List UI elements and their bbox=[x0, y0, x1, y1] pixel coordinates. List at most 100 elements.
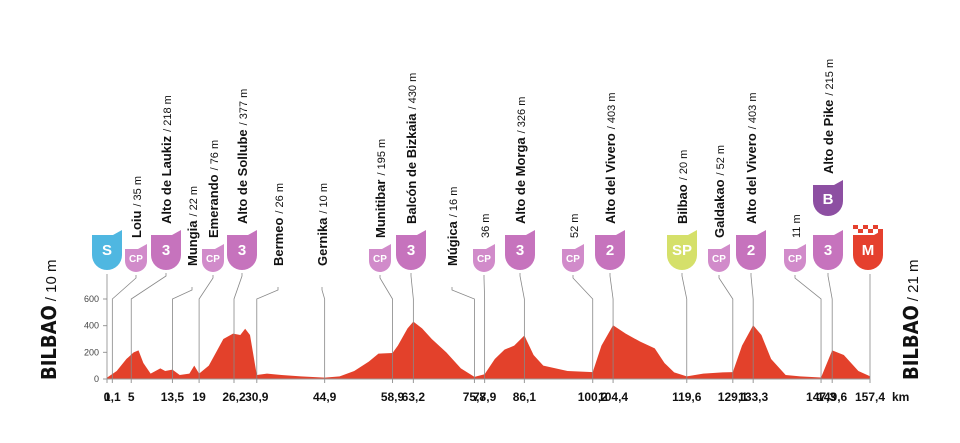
x-tick-label: 5 bbox=[128, 390, 135, 404]
milestone-label: Bilbao / 20 m bbox=[675, 150, 690, 224]
leader-line bbox=[681, 273, 688, 379]
bonus-text: B bbox=[823, 191, 834, 208]
icon-text: CP bbox=[206, 254, 220, 265]
leader-line bbox=[519, 273, 525, 379]
milestone-label: Alto del Vivero / 403 m bbox=[744, 93, 759, 224]
x-tick-label: 30,9 bbox=[245, 390, 269, 404]
x-tick-label: 129,1 bbox=[718, 390, 748, 404]
checker bbox=[858, 229, 863, 233]
milestone-name: Alto de Sollube bbox=[235, 129, 250, 224]
x-tick-label: 19 bbox=[192, 390, 206, 404]
milestone-name: Loiu bbox=[129, 211, 144, 238]
milestone-alt: / 215 m bbox=[824, 59, 836, 96]
icon-text: 3 bbox=[238, 242, 246, 259]
milestone-label: 11 m bbox=[791, 214, 803, 238]
milestone-label: Alto de Sollube / 377 m bbox=[235, 89, 250, 224]
milestone-alt: / 20 m bbox=[678, 150, 690, 181]
icon-text: 2 bbox=[747, 242, 755, 259]
icon-3 bbox=[505, 230, 535, 270]
checker bbox=[868, 229, 873, 233]
icon-cp bbox=[125, 244, 147, 272]
x-tick-label: 63,2 bbox=[402, 390, 426, 404]
icon-cp bbox=[369, 244, 391, 272]
icon-text: 3 bbox=[516, 242, 524, 259]
icon-s bbox=[92, 230, 122, 270]
x-tick-label: 1,1 bbox=[104, 390, 121, 404]
milestone-alt: 36 m bbox=[480, 214, 492, 238]
milestone-label: 36 m bbox=[480, 214, 492, 238]
leader-line bbox=[379, 275, 393, 379]
milestone-label: Emerando / 76 m bbox=[206, 140, 221, 238]
milestone-alt: / 430 m bbox=[407, 73, 419, 110]
icon-text: CP bbox=[373, 254, 387, 265]
milestone-name: Alto de Laukiz bbox=[159, 135, 174, 224]
milestone-name: Mungia bbox=[185, 220, 200, 266]
leader-line bbox=[256, 287, 279, 379]
y-tick-label: 200 bbox=[84, 347, 99, 357]
milestone-alt: / 218 m bbox=[162, 95, 174, 132]
milestone-name: Múgica bbox=[445, 220, 460, 266]
leader-line bbox=[233, 273, 243, 379]
milestone-alt: / 377 m bbox=[238, 89, 250, 126]
milestone-label: Munitibar / 195 m bbox=[373, 139, 388, 238]
icon-cp bbox=[708, 244, 730, 272]
milestone-label: Múgica / 16 m bbox=[445, 187, 460, 266]
milestone-alt: / 26 m bbox=[274, 183, 286, 214]
elevation-area bbox=[107, 321, 870, 379]
icon-bonus bbox=[813, 180, 843, 216]
checker bbox=[873, 225, 878, 229]
icon-3 bbox=[151, 230, 181, 270]
icon-text: S bbox=[102, 242, 112, 259]
leader-line bbox=[750, 273, 754, 379]
milestone-label: Alto de Laukiz / 218 m bbox=[159, 95, 174, 224]
icon-sp bbox=[667, 230, 697, 270]
milestone-alt: / 10 m bbox=[318, 183, 330, 214]
y-tick-label: 0 bbox=[94, 374, 99, 384]
milestone-alt: / 35 m bbox=[132, 176, 144, 207]
milestone-name: Gernika bbox=[315, 217, 330, 266]
x-tick-label: 100,2 bbox=[578, 390, 608, 404]
milestone-name: Alto del Vivero bbox=[603, 133, 618, 224]
icon-cp bbox=[562, 244, 584, 272]
icon-3 bbox=[813, 230, 843, 270]
leader-line bbox=[111, 275, 137, 379]
leader-line bbox=[794, 275, 822, 379]
milestone-name: Bilbao bbox=[675, 184, 690, 224]
icon-2 bbox=[595, 230, 625, 270]
icon-m bbox=[853, 230, 883, 270]
x-tick-label: 119,6 bbox=[672, 390, 702, 404]
icon-text: CP bbox=[129, 254, 143, 265]
milestone-name: Emerando bbox=[206, 174, 221, 238]
x-tick-label: 0 bbox=[104, 390, 111, 404]
start-alt: / 10 m bbox=[43, 260, 60, 302]
start-name: BILBAO bbox=[37, 305, 61, 380]
x-tick-label: 75,8 bbox=[463, 390, 487, 404]
milestone-name: Galdakao bbox=[712, 179, 727, 238]
x-tick-label: 26,2 bbox=[222, 390, 246, 404]
leader-line bbox=[198, 275, 214, 379]
x-tick-label: 157,4 bbox=[855, 390, 885, 404]
leader-line bbox=[827, 273, 833, 379]
icon-2 bbox=[736, 230, 766, 270]
milestone-label: 52 m bbox=[569, 214, 581, 238]
icon-text: CP bbox=[477, 254, 491, 265]
finish-name: BILBAO bbox=[899, 305, 923, 380]
milestone-name: Bermeo bbox=[271, 218, 286, 266]
checker bbox=[878, 229, 883, 233]
milestone-alt: / 195 m bbox=[376, 139, 388, 176]
x-unit: km bbox=[892, 390, 909, 404]
y-tick-label: 400 bbox=[84, 321, 99, 331]
leader-line bbox=[130, 273, 167, 379]
milestone-alt: / 403 m bbox=[606, 93, 618, 130]
x-tick-label: 149,6 bbox=[817, 390, 847, 404]
icon-3 bbox=[227, 230, 257, 270]
checker bbox=[853, 225, 858, 229]
icon-cp bbox=[202, 244, 224, 272]
icon-text: M bbox=[862, 242, 875, 259]
milestone-alt: 11 m bbox=[791, 214, 803, 238]
milestone-label: Alto del Vivero / 403 m bbox=[603, 93, 618, 224]
milestone-name: Alto de Pike bbox=[821, 100, 836, 174]
leader-line bbox=[451, 287, 475, 379]
milestone-label: Galdakao / 52 m bbox=[712, 145, 727, 238]
milestone-label: Alto de Morga / 326 m bbox=[513, 97, 528, 224]
